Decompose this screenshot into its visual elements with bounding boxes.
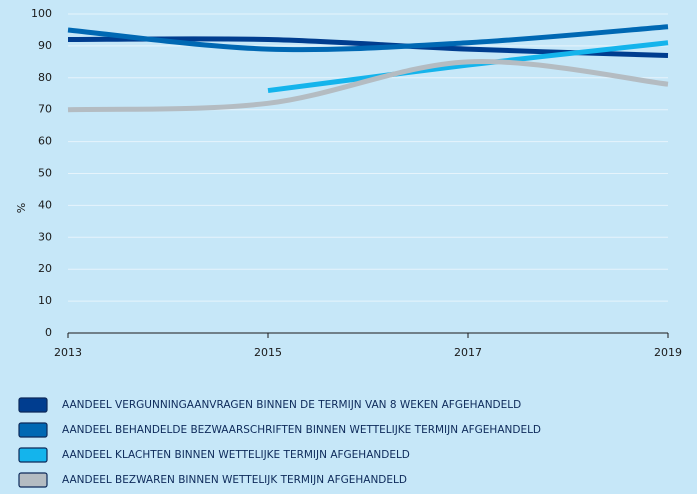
y-tick-label: 20 [38, 262, 52, 275]
x-tick-label: 2019 [654, 346, 682, 359]
line-series [267, 40, 669, 94]
y-tick-label: 10 [38, 294, 52, 307]
y-tick-label: 60 [38, 135, 52, 148]
y-axis-label: % [15, 203, 28, 213]
legend-label: AANDEEL VERGUNNINGAANVRAGEN BINNEN DE TE… [62, 399, 521, 411]
legend-label: AANDEEL BEHANDELDE BEZWAARSCHRIFTEN BINN… [62, 424, 541, 436]
legend-swatch [18, 472, 48, 488]
y-tick-label: 0 [45, 326, 52, 339]
x-tick-label: 2015 [254, 346, 282, 359]
y-tick-label: 40 [38, 198, 52, 211]
y-tick-label: 80 [38, 71, 52, 84]
line-series [67, 24, 669, 53]
y-tick-label: 50 [38, 167, 52, 180]
legend-swatch [18, 422, 48, 438]
y-tick-label: 100 [31, 7, 52, 20]
y-tick-label: 30 [38, 230, 52, 243]
legend-label: AANDEEL BEZWAREN BINNEN WETTELIJK TERMIJ… [62, 474, 407, 486]
x-tick-label: 2013 [54, 346, 82, 359]
legend-swatch [18, 447, 48, 463]
y-tick-label: 90 [38, 39, 52, 52]
x-tick-label: 2017 [454, 346, 482, 359]
legend-label: AANDEEL KLACHTEN BINNEN WETTELIJKE TERMI… [62, 449, 410, 461]
y-tick-label: 70 [38, 103, 52, 116]
line-series [67, 59, 669, 113]
legend-swatch [18, 397, 48, 413]
